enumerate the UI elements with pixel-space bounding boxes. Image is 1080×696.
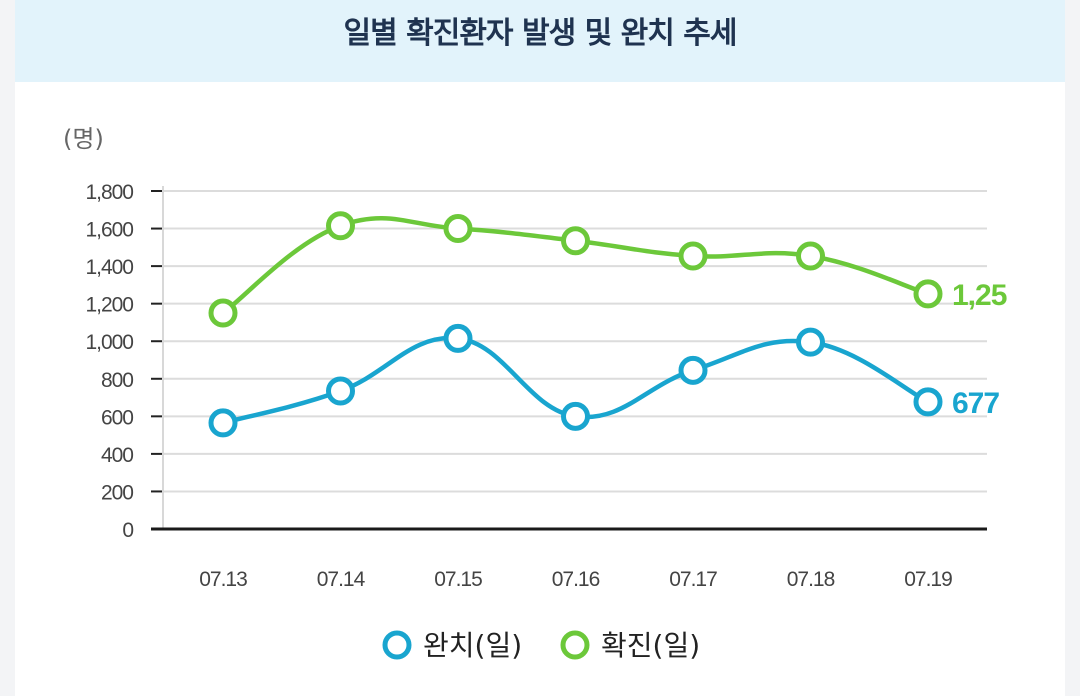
title-bar: 일별 확진환자 발생 및 완치 추세 (15, 0, 1065, 82)
y-tick-label: 1,200 (85, 294, 133, 317)
x-tick-label: 07.17 (669, 568, 717, 591)
x-tick-label: 07.14 (317, 568, 366, 591)
data-point-recovered (326, 376, 355, 406)
y-tick-label: 1,000 (85, 331, 133, 354)
legend-label-recovered: 완치(일) (423, 629, 522, 662)
y-tick-label: 1,400 (85, 256, 133, 279)
legend-marker-recovered (382, 630, 412, 660)
end-value-label-recovered: 677 (952, 387, 999, 420)
x-tick-label: 07.15 (434, 568, 482, 591)
legend-marker-confirmed (560, 630, 590, 660)
data-point-confirmed (796, 241, 825, 271)
x-tick-label: 07.13 (199, 568, 247, 591)
end-value-label-confirmed: 1,25 (952, 279, 1007, 312)
data-point-recovered (913, 387, 943, 417)
data-point-confirmed (326, 211, 355, 241)
x-tick-label: 07.18 (787, 568, 835, 591)
y-tick-label: 1,600 (85, 219, 133, 242)
data-point-confirmed (678, 241, 708, 271)
y-tick-label: 1,800 (85, 181, 133, 204)
data-point-confirmed (208, 298, 238, 328)
y-unit-label: (명) (63, 125, 104, 153)
data-point-recovered (208, 408, 238, 438)
y-tick-label: 0 (122, 519, 133, 542)
chart-title: 일별 확진환자 발생 및 완치 추세 (343, 16, 737, 51)
y-tick-label: 600 (101, 406, 133, 429)
x-tick-label: 07.19 (904, 568, 952, 591)
y-tick-label: 400 (101, 444, 133, 467)
data-point-recovered (678, 355, 708, 385)
y-tick-label: 800 (101, 369, 133, 392)
data-point-recovered (443, 323, 473, 353)
data-point-recovered (796, 327, 825, 357)
line-chart: (명) 0 200 400 600 800 1,000 1,200 1,400 1,600 1,80… (63, 125, 1008, 662)
data-point-confirmed (561, 226, 590, 256)
data-point-confirmed (443, 214, 473, 244)
data-point-confirmed (913, 279, 943, 309)
chart-card: 일별 확진환자 발생 및 완치 추세 (명) 0 200 400 600 800 1,000… (15, 0, 1065, 696)
data-point-recovered (561, 401, 590, 431)
x-tick-label: 07.16 (552, 568, 600, 591)
y-tick-label: 200 (101, 481, 133, 504)
legend-label-confirmed: 확진(일) (601, 629, 700, 662)
